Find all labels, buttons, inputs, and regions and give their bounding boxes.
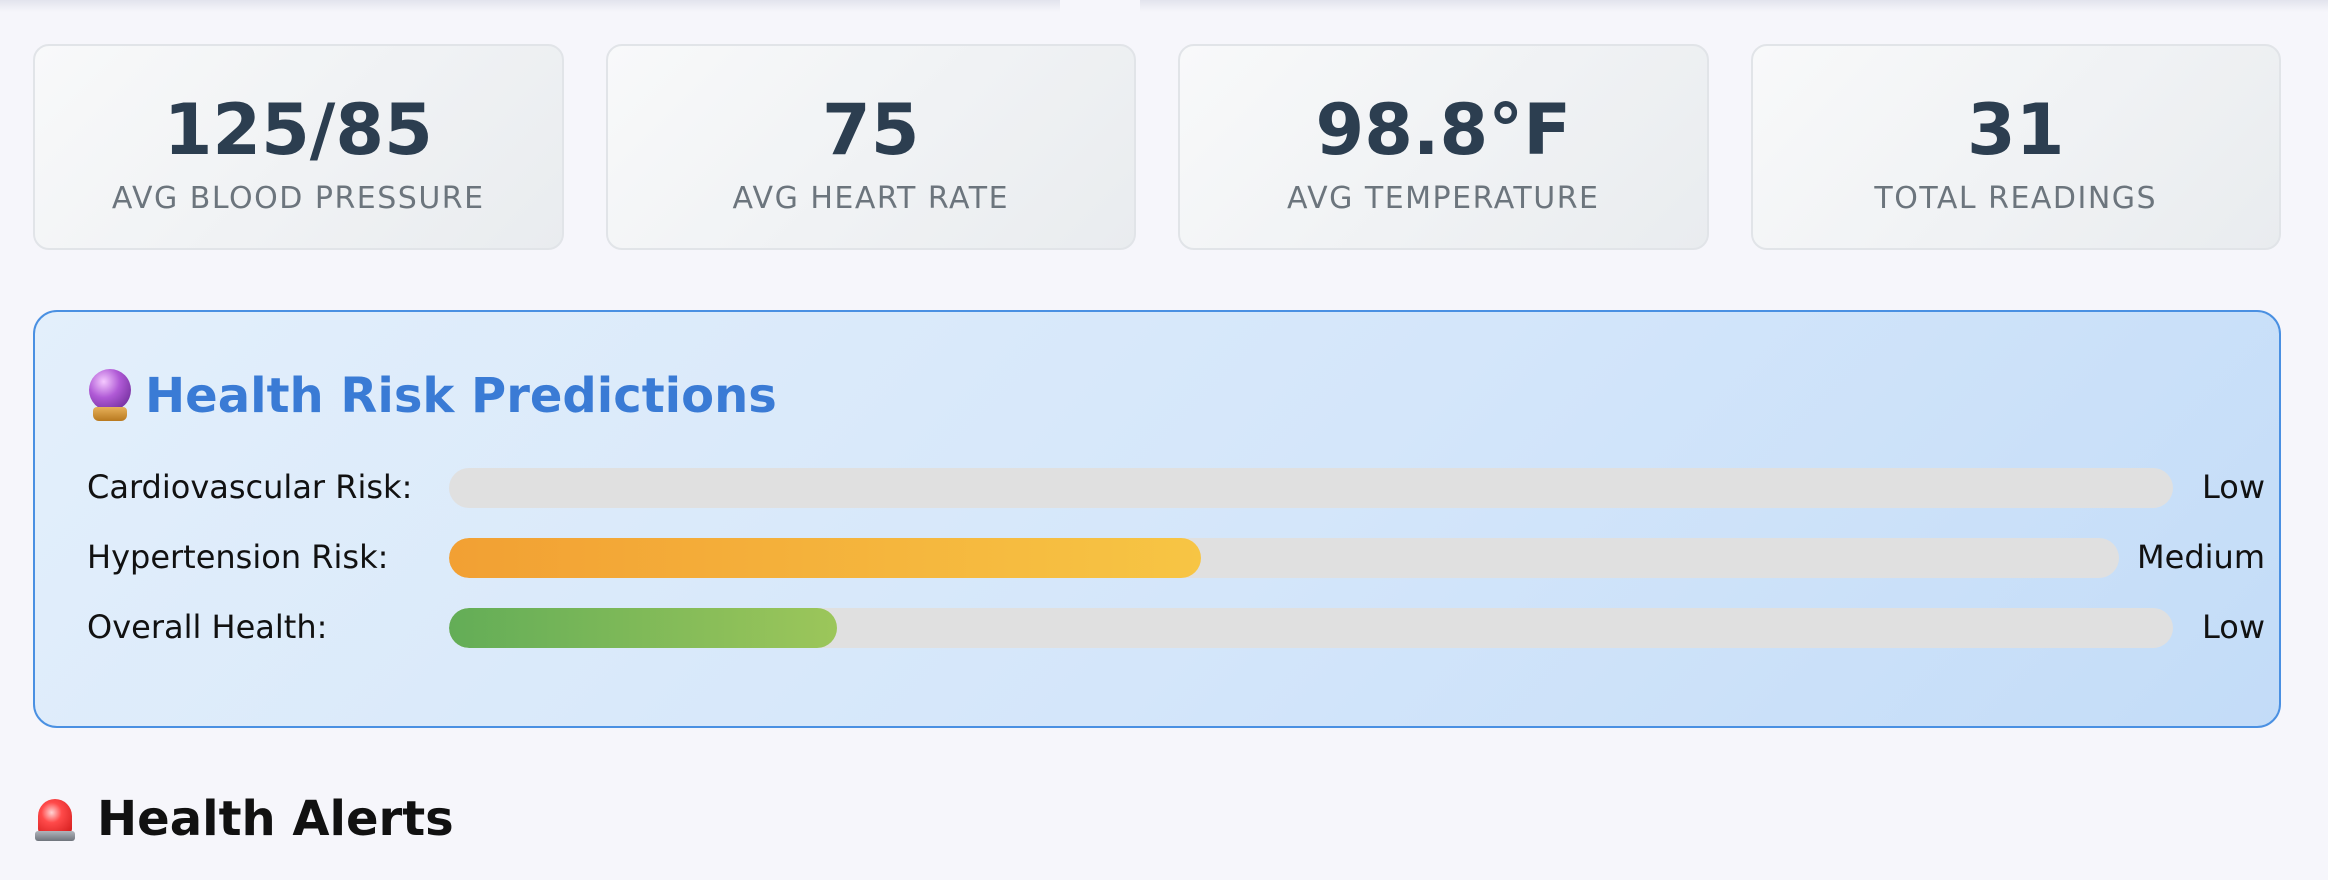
risk-label: Hypertension Risk: — [87, 538, 389, 576]
risk-label: Overall Health: — [87, 608, 328, 646]
health-alerts-heading: Health Alerts — [35, 790, 454, 848]
risk-level: Medium — [2137, 538, 2265, 576]
crystal-ball-icon — [87, 369, 133, 423]
risk-level: Low — [2201, 608, 2265, 646]
risk-bar-track — [449, 538, 2119, 578]
stat-label: AVG HEART RATE — [732, 181, 1010, 216]
stat-card-blood-pressure: 125/85 AVG BLOOD PRESSURE — [33, 44, 564, 250]
stat-label: TOTAL READINGS — [1874, 181, 2158, 216]
predictions-heading: Health Risk Predictions — [87, 364, 777, 428]
stat-label: AVG TEMPERATURE — [1286, 181, 1600, 216]
risk-bar-track — [449, 608, 2173, 648]
stats-grid: 125/85 AVG BLOOD PRESSURE 75 AVG HEART R… — [33, 44, 2281, 250]
risk-level: Low — [2201, 468, 2265, 506]
stat-value: 125/85 — [163, 89, 433, 171]
risk-bar-track — [449, 468, 2173, 508]
risk-row-overall-health: Overall Health: Low — [87, 606, 2265, 648]
risk-bar-fill — [449, 608, 837, 648]
predictions-title: Health Risk Predictions — [145, 368, 777, 424]
risk-label: Cardiovascular Risk: — [87, 468, 413, 506]
stat-card-total-readings: 31 TOTAL READINGS — [1750, 44, 2281, 250]
previous-section-shadow — [0, 0, 2328, 12]
stat-value: 31 — [1967, 89, 2065, 171]
risk-bar-fill — [449, 538, 1201, 578]
stat-value: 98.8°F — [1315, 89, 1572, 171]
risk-row-hypertension: Hypertension Risk: Medium — [87, 536, 2265, 578]
alerts-title: Health Alerts — [97, 791, 454, 847]
stat-card-heart-rate: 75 AVG HEART RATE — [605, 44, 1136, 250]
risk-row-cardiovascular: Cardiovascular Risk: Low — [87, 466, 2265, 508]
siren-icon — [35, 795, 75, 843]
health-risk-predictions-panel: Health Risk Predictions Cardiovascular R… — [33, 310, 2281, 728]
stat-value: 75 — [822, 89, 920, 171]
stat-label: AVG BLOOD PRESSURE — [111, 181, 485, 216]
stat-card-temperature: 98.8°F AVG TEMPERATURE — [1178, 44, 1709, 250]
